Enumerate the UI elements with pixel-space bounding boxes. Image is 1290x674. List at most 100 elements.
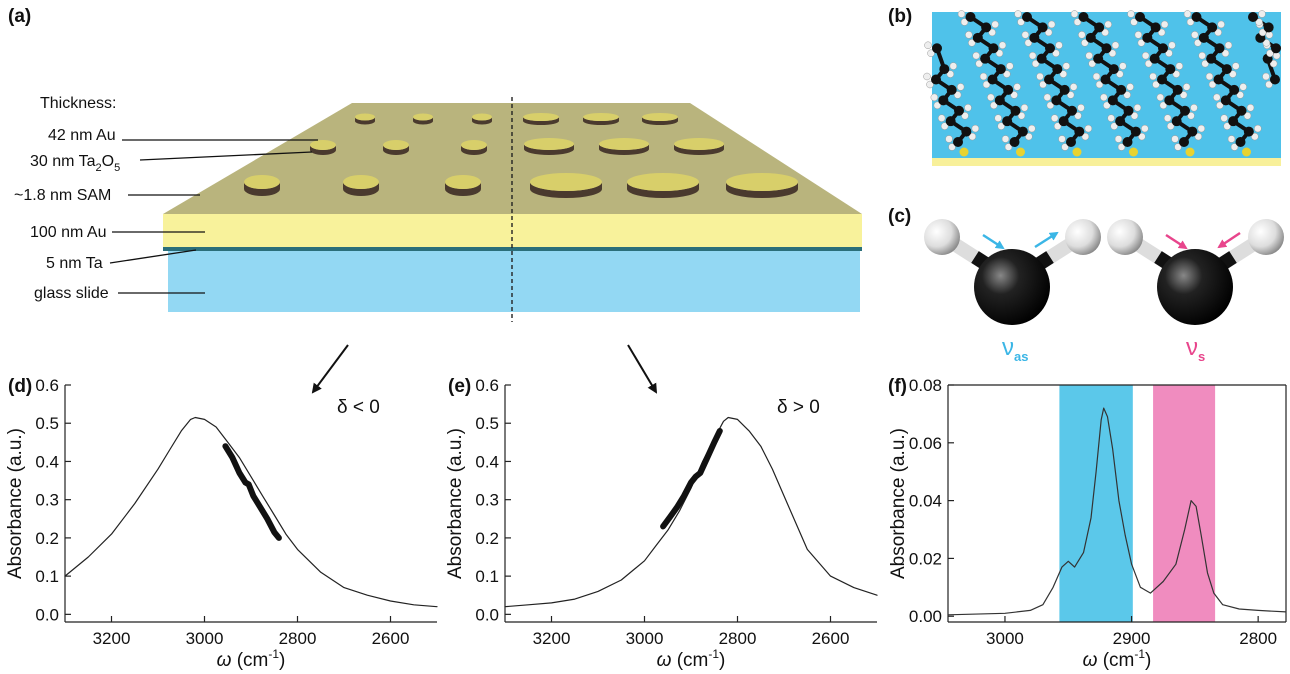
carbon-atom — [1157, 249, 1233, 325]
carbon — [1236, 105, 1247, 116]
hydrogen — [964, 104, 972, 112]
y-tick-label: 0.0 — [35, 605, 59, 624]
carbon — [961, 126, 972, 137]
hydrogen — [1088, 59, 1096, 68]
disc-top — [524, 138, 574, 150]
series-line — [222, 443, 282, 541]
disc-top — [413, 113, 433, 121]
y-tick-label: 0.08 — [909, 376, 942, 395]
y-tick-label: 0.02 — [909, 549, 942, 568]
hydrogen — [1166, 122, 1175, 130]
sulfur — [1129, 147, 1138, 157]
carbon — [1171, 116, 1182, 127]
panel-label: (e) — [448, 376, 471, 397]
x-tick-label: 3200 — [533, 629, 571, 648]
carbon — [1037, 22, 1048, 33]
hydrogen — [1223, 122, 1231, 130]
y-tick-label: 0.5 — [475, 414, 499, 433]
y-tick-label: 0.3 — [35, 491, 59, 510]
x-axis-title: ω (cm-1) — [1083, 647, 1152, 671]
hydrogen — [1183, 10, 1192, 18]
vibration-arrow — [1034, 231, 1059, 249]
sulfur — [1185, 147, 1195, 157]
disc-top — [627, 173, 699, 191]
carbon — [1271, 43, 1281, 54]
carbon — [1164, 95, 1175, 106]
carbon — [1059, 84, 1070, 95]
disc-top — [530, 173, 602, 191]
carbon — [1108, 64, 1119, 75]
hydrogen — [971, 124, 980, 133]
hydrogen — [1214, 28, 1222, 37]
disc-top — [523, 113, 559, 121]
carbon — [1078, 12, 1089, 22]
carbon — [1101, 43, 1112, 54]
carbon — [1270, 74, 1280, 85]
x-tick-label: 2600 — [372, 629, 410, 648]
hydrogen — [987, 93, 995, 102]
hydrogen — [1194, 132, 1203, 141]
hydrogen — [979, 72, 988, 81]
disc-top — [472, 113, 492, 121]
hydrogen — [1095, 80, 1104, 89]
hydrogen — [1031, 59, 1040, 68]
carbon — [1228, 116, 1239, 127]
hydrogen — [1201, 59, 1209, 68]
hydrogen — [1110, 122, 1118, 130]
x-axis-title: ω (cm-1) — [657, 647, 726, 671]
disc-top — [583, 113, 619, 121]
disc-side — [674, 144, 724, 155]
carbon — [1066, 137, 1076, 147]
hydrogen — [953, 91, 962, 99]
carbon — [1235, 137, 1246, 147]
hydrogen — [1092, 72, 1101, 81]
carbon — [987, 74, 998, 85]
carbon — [1003, 84, 1014, 95]
carbon — [954, 105, 964, 116]
series-line — [660, 427, 723, 530]
disc-side — [726, 182, 798, 198]
text: ω — [217, 650, 232, 671]
hydrogen — [1174, 143, 1182, 151]
hydrogen — [1194, 39, 1202, 47]
sulfur — [1242, 147, 1251, 157]
x-tick-label: 2800 — [719, 629, 757, 648]
layer-label: 30 nm Ta2O5 — [30, 153, 120, 174]
hydrogen — [1182, 83, 1191, 91]
disc-top — [343, 175, 379, 189]
disc-top — [726, 173, 798, 191]
annotation: δ > 0 — [777, 397, 820, 418]
hydrogen — [1077, 104, 1085, 112]
hydrogen — [1266, 49, 1274, 57]
disc-top — [642, 113, 678, 121]
x-tick-label: 2900 — [1113, 629, 1151, 648]
hydrogen — [1010, 91, 1018, 99]
arrow — [311, 344, 349, 394]
hydrogen — [1133, 104, 1142, 112]
hydrogen — [1254, 124, 1262, 133]
carbon — [1180, 105, 1190, 116]
hydrogen — [1020, 104, 1029, 112]
hydrogen — [1159, 101, 1168, 110]
hydrogen — [1246, 104, 1255, 112]
hydrogen — [1157, 28, 1166, 37]
text: (cm — [1097, 650, 1134, 671]
disc-top — [461, 140, 487, 150]
vibration-arrow — [1165, 233, 1188, 250]
hydrogen — [1117, 143, 1126, 151]
text: ω — [1083, 650, 1098, 671]
disc-side — [413, 117, 433, 125]
sulfur — [1072, 147, 1082, 157]
hydrogen — [1014, 10, 1022, 18]
hydrogen — [1062, 62, 1071, 70]
text: -1 — [1134, 647, 1145, 661]
carbon — [994, 95, 1005, 106]
hydrogen — [1258, 10, 1266, 18]
carbon — [1191, 12, 1202, 22]
hydrogen — [998, 41, 1007, 49]
text: ω — [657, 650, 672, 671]
hydrogen — [1017, 18, 1025, 26]
hydrogen — [997, 122, 1005, 130]
hydrogen-atom — [1065, 219, 1101, 255]
text: ) — [1145, 650, 1151, 671]
